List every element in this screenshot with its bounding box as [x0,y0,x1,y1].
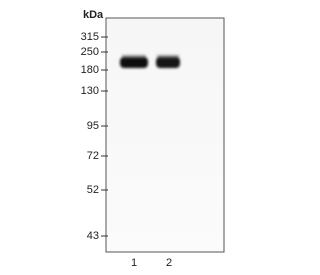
lane-label: 2 [166,257,172,269]
marker-label: 43 [87,230,99,242]
marker-label: 52 [87,184,99,196]
marker-label: 250 [81,46,99,58]
bands [120,55,180,68]
axis-title: kDa [83,9,104,21]
band-shoulder [157,55,179,58]
marker-label: 180 [81,64,99,76]
marker-label: 95 [87,120,99,132]
lane-label: 1 [131,257,137,269]
band-shoulder [122,55,146,58]
marker-label: 72 [87,150,99,162]
marker-label: 315 [81,31,99,43]
band [120,57,148,68]
band [156,57,180,68]
blot-figure: kDa 315 250 180 130 95 72 52 43 1 2 [81,9,225,269]
marker-label: 130 [81,85,99,97]
membrane [105,17,225,253]
